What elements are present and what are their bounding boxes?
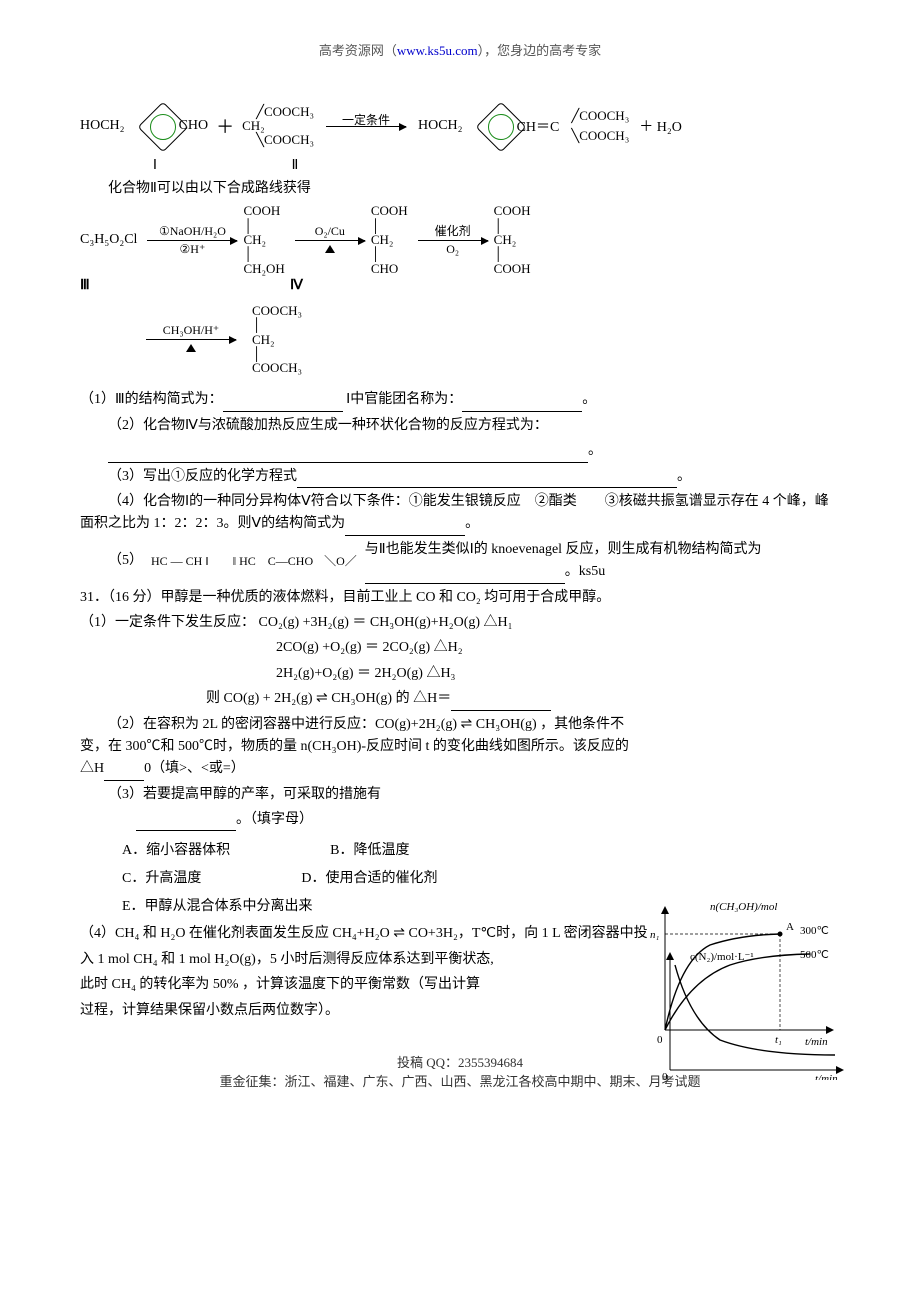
s1-left: HOCH₂ <box>80 118 125 134</box>
svg-text:n₁: n₁ <box>650 929 660 941</box>
svg-text:0: 0 <box>662 1071 668 1080</box>
synthesis-route: C₃H₅O₂Cl ①NaOH/H₂O ②H⁺ COOH │ CH₂ │ CH₂O… <box>80 204 840 375</box>
opt-A: A．缩小容器体积 <box>122 843 230 858</box>
arrow-1-label: 一定条件 <box>326 111 406 128</box>
route-intro: 化合物Ⅱ可以由以下合成路线获得 <box>80 178 840 200</box>
route-start: C₃H₅O₂Cl <box>80 232 137 248</box>
benzene-ring-icon-2 <box>475 102 526 153</box>
route-arrow-1: ①NaOH/H₂O ②H⁺ <box>147 240 237 241</box>
label-IV: Ⅳ <box>290 278 350 294</box>
eq2: 2CO(g) +O₂(g) ＝ 2CO₂(g) △H₂ <box>80 637 840 659</box>
route-mid: COOH │ CH₂ │ CHO <box>371 204 408 275</box>
blank-q4[interactable] <box>345 521 465 536</box>
opt-C: C．升高温度 <box>122 871 201 886</box>
reaction-scheme-1: HOCH₂ CHO ＋ ╱COOCH₃ CH₂ ╲COOCH₃ 一定条件 HOC… <box>80 99 840 174</box>
route-arrow-2: O₂/Cu <box>295 240 365 241</box>
blank-dH[interactable] <box>451 696 551 711</box>
q31-3: （3）若要提高甲醇的产率，可采取的措施有 <box>80 784 574 806</box>
opt-E: E．甲醇从混合体系中分离出来 <box>122 899 313 914</box>
blank-q31-3[interactable] <box>136 816 236 831</box>
compound-II: ╱COOCH₃ CH₂ ╲COOCH₃ <box>242 105 314 148</box>
blank-q1a[interactable] <box>223 397 343 412</box>
opt-D: D．使用合适的催化剂 <box>301 871 437 886</box>
svg-text:t/min: t/min <box>815 1073 838 1080</box>
blank-q3[interactable] <box>297 473 677 488</box>
compound-IV: COOH │ CH₂ │ CH₂OH <box>243 204 284 275</box>
route-final: COOCH₃ │ CH₂ │ COOCH₃ <box>252 304 302 375</box>
route-arrow-3: 催化剂 O₂ <box>418 240 488 241</box>
header-suffix: ），您身边的高考专家 <box>478 43 602 58</box>
blank-q5[interactable] <box>365 569 565 584</box>
blank-q2[interactable] <box>108 448 588 463</box>
chart-cN2-vs-time: c(N₂)/mol·L⁻¹ t/min 0 <box>650 950 850 1080</box>
prod-right: ╱COOCH₃ ╲COOCH₃ <box>561 109 629 144</box>
blank-dH-sign[interactable] <box>104 766 144 781</box>
svg-text:c(N₂)/mol·L⁻¹: c(N₂)/mol·L⁻¹ <box>690 951 754 963</box>
prod-left: HOCH₂ <box>418 118 463 134</box>
q31-head: 31．（16 分）甲醇是一种优质的液体燃料，目前工业上 CO 和 CO₂ 均可用… <box>80 587 840 609</box>
q31-4d: 过程，计算结果保留小数点后两位数字）。 <box>80 1000 612 1022</box>
route-end: COOH │ CH₂ │ COOH <box>494 204 531 275</box>
plus-1: ＋ <box>216 113 234 139</box>
svg-text:300℃: 300℃ <box>800 925 829 937</box>
triangle-icon-2 <box>186 344 196 352</box>
benzene-ring-icon <box>137 102 188 153</box>
furan-structure: HC — CH ‖ ‖ HC C—CHO ＼O／ <box>151 555 357 568</box>
opt-B: B．降低温度 <box>330 843 409 858</box>
q31-4c: 此时 CH₄ 的转化率为 50% ，计算该温度下的平衡常数（写出计算 <box>80 974 612 996</box>
eq-then: 则 CO(g) + 2H₂(g) ⇌ CH₃OH(g) 的 △H＝ <box>80 688 840 710</box>
label-I: Ⅰ <box>80 157 230 174</box>
blank-q1b[interactable] <box>462 397 582 412</box>
label-III: Ⅲ <box>80 278 140 294</box>
q1-line: （1）Ⅲ的结构简式为： Ⅰ中官能团名称为：。 <box>80 389 840 411</box>
q4-line: （4）化合物Ⅰ的一种同分异构体Ⅴ符合以下条件：①能发生银镜反应 ②酯类 ③核磁共… <box>80 491 840 536</box>
q31-2: （2）在容积为 2L 的密闭容器中进行反应：CO(g)+2H₂(g) ⇌ CH₃… <box>80 714 650 781</box>
q5-line: （5） HC — CH ‖ ‖ HC C—CHO ＼O／ 与Ⅱ也能发生类似Ⅰ的 … <box>80 539 840 584</box>
route-arrow-4: CH₃OH/H⁺ <box>146 339 236 340</box>
q31-1: （1）一定条件下发生反应： CO₂(g) +3H₂(g) ＝ CH₃OH(g)+… <box>80 612 840 634</box>
q3-line: （3）写出①反应的化学方程式。 <box>80 466 840 488</box>
label-II: Ⅱ <box>230 157 360 174</box>
q2-line: （2）化合物Ⅳ与浓硫酸加热反应生成一种环状化合物的反应方程式为： <box>80 415 840 437</box>
arrow-1: 一定条件 <box>326 126 406 127</box>
eq3: 2H₂(g)+O₂(g) ＝ 2H₂O(g) △H₃ <box>80 663 840 685</box>
page-header: 高考资源网（www.ks5u.com），您身边的高考专家 <box>80 40 840 59</box>
header-prefix: 高考资源网（ <box>319 43 397 58</box>
plus-h2o: ＋ H₂O <box>639 116 682 136</box>
svg-text:n(CH₃OH)/mol: n(CH₃OH)/mol <box>710 901 777 913</box>
triangle-icon <box>325 245 335 253</box>
svg-text:A: A <box>786 921 794 933</box>
header-link[interactable]: www.ks5u.com <box>397 43 478 58</box>
